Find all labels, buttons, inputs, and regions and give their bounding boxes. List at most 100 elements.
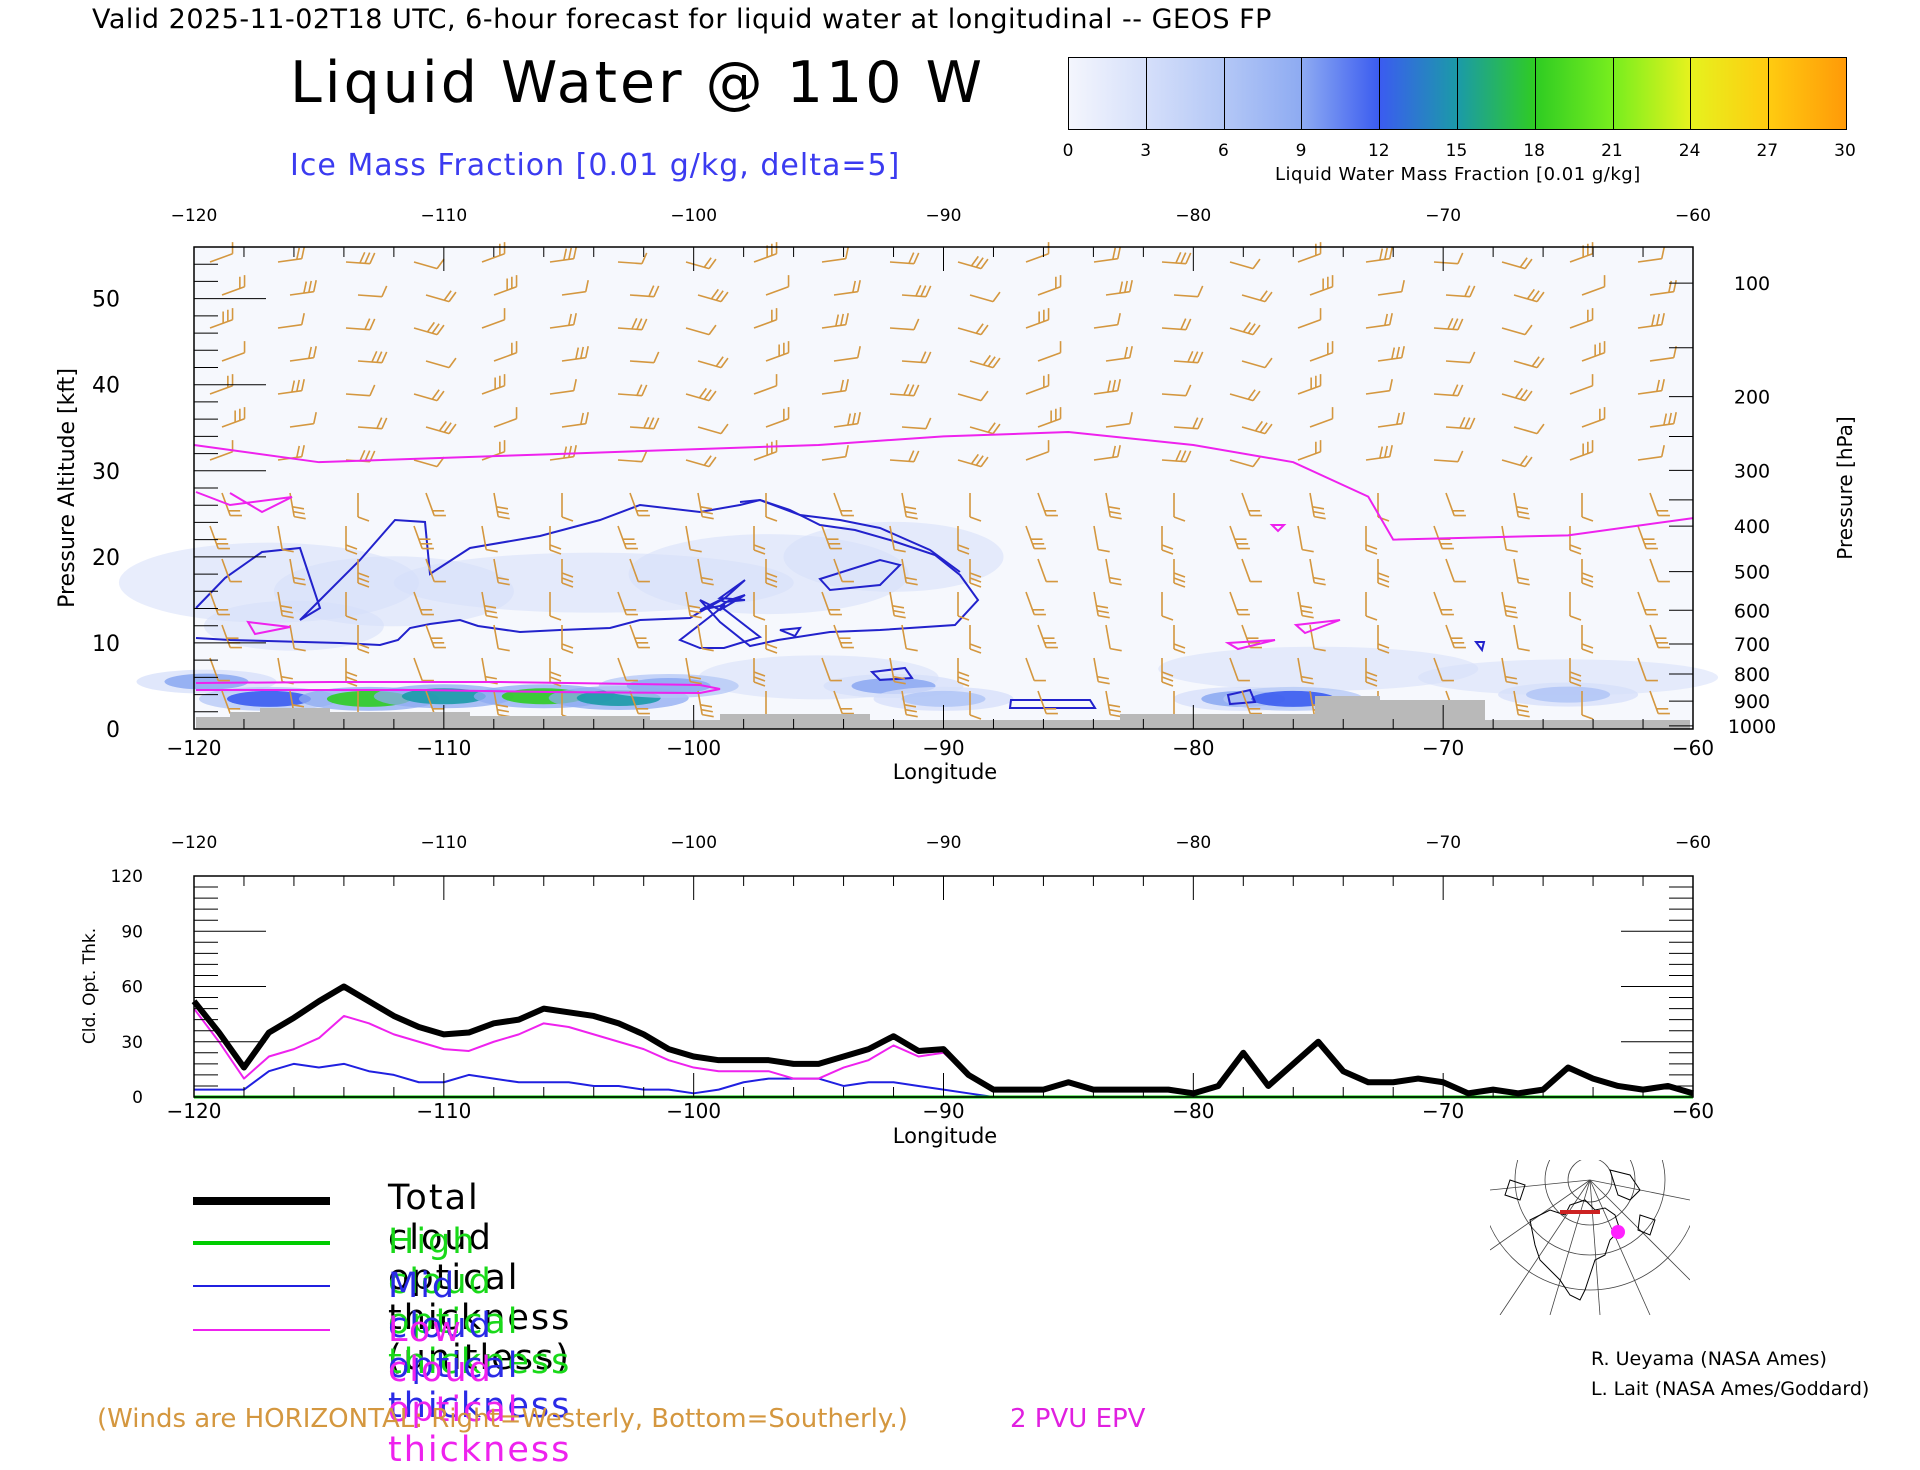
wind-barb <box>617 591 638 616</box>
wind-barb <box>1445 492 1466 517</box>
wind-barb <box>629 690 650 715</box>
wind-barb <box>889 591 906 619</box>
wind-barb <box>1365 658 1378 687</box>
wind-barb <box>357 350 388 364</box>
colorbar <box>1068 57 1847 130</box>
wind-barb <box>289 280 317 296</box>
legend-swatch <box>193 1197 330 1205</box>
wind-barb <box>889 383 920 397</box>
wind-barb <box>617 450 648 463</box>
wind-barb <box>1229 456 1261 468</box>
wind-barb <box>617 525 638 550</box>
terrain-fill <box>196 696 1690 729</box>
wind-barb <box>753 658 766 687</box>
colorbar-segment <box>1146 58 1225 129</box>
wind-barb <box>1569 592 1582 621</box>
wind-barb <box>1093 379 1121 395</box>
wind-barb <box>561 412 589 428</box>
epv-contour <box>1293 619 1341 635</box>
wind-barb <box>969 422 1001 435</box>
wind-barb <box>277 379 305 395</box>
wind-barb <box>289 558 306 586</box>
pressure-tick-label: 100 <box>1734 273 1770 295</box>
wind-barb <box>765 407 790 428</box>
pvu-note: 2 PVU EPV <box>1010 1404 1146 1434</box>
wind-barb <box>1377 412 1405 428</box>
wind-barb <box>493 275 518 296</box>
wind-barb <box>685 257 717 270</box>
wind-barb <box>1297 525 1314 553</box>
wind-barb <box>889 657 906 685</box>
wind-barb <box>1637 445 1665 461</box>
axis-labels: −120 −110 −100 −90 −80 −70 −60 −120 −110 −100 −90 −… <box>55 206 1857 1148</box>
liquid-water-cell-core <box>164 673 249 690</box>
wind-barb <box>1365 247 1393 263</box>
chart-canvas: −120 −110 −100 −90 −80 −70 −60 −120 −110 −100 −90 −… <box>55 206 1857 1148</box>
wind-barb <box>1501 591 1518 619</box>
colorbar-segment <box>1535 58 1614 129</box>
wind-barb <box>345 526 358 555</box>
wind-barb <box>209 591 230 616</box>
colorbar-tick-label: 3 <box>1140 141 1152 161</box>
wind-barb <box>685 525 702 553</box>
wind-barb <box>1433 317 1464 331</box>
wind-barb <box>345 592 358 621</box>
wind-barb <box>969 493 982 522</box>
wind-barb <box>1445 285 1476 298</box>
wind-barb <box>833 624 854 649</box>
wind-barb <box>1581 625 1594 654</box>
legend-swatch <box>193 1285 330 1287</box>
wind-barb <box>1365 445 1393 461</box>
epv-contour <box>246 620 291 636</box>
wind-barb <box>357 559 370 588</box>
wind-barb <box>1445 351 1476 364</box>
wind-barb <box>1513 624 1530 652</box>
wind-barb <box>1105 412 1133 428</box>
wind-barb <box>493 341 518 362</box>
wind-barb <box>889 525 906 553</box>
wind-barb <box>289 346 317 362</box>
wind-barb <box>413 389 445 402</box>
wind-barb <box>901 492 918 520</box>
cloud-haze <box>203 600 384 651</box>
wind-barb <box>1037 558 1058 583</box>
wind-barb <box>221 407 246 428</box>
wind-barb <box>1037 624 1058 649</box>
legend-label: Low cloud optical thickness <box>388 1310 572 1470</box>
wind-barb <box>1161 592 1174 621</box>
pressure-tick-label: 700 <box>1734 634 1770 656</box>
wind-barb <box>1649 558 1670 583</box>
wind-barb <box>481 591 498 619</box>
liquid-water-cell-core <box>901 690 986 707</box>
wind-barb <box>629 624 650 649</box>
wind-barb <box>1037 492 1058 517</box>
wind-barb <box>957 255 989 270</box>
top-tick-label: −120 <box>171 833 218 853</box>
wind-barb <box>1501 324 1533 336</box>
location-dot <box>1611 1225 1625 1239</box>
wind-barb <box>1025 525 1046 550</box>
top-tick-label: −60 <box>1675 206 1711 226</box>
wind-barb <box>1637 313 1665 329</box>
liquid-water-heatmap <box>118 247 1719 729</box>
x-tick-label: −100 <box>666 1099 721 1123</box>
wind-barb <box>1297 657 1314 685</box>
epv-contour <box>1269 524 1287 533</box>
wind-barb <box>277 247 305 263</box>
wind-barb <box>1569 308 1594 329</box>
wind-barb <box>821 445 849 461</box>
pressure-tick-label: 800 <box>1734 664 1770 686</box>
wind-barb <box>221 341 246 362</box>
wind-barb <box>1037 407 1062 428</box>
wind-barb <box>629 416 660 430</box>
winds-note: (Winds are HORIZONTAL: Right=Westerly, B… <box>97 1404 908 1434</box>
y-tick-label: 0 <box>132 1088 143 1108</box>
wind-barb <box>481 525 498 553</box>
colorbar-tick-label: 15 <box>1445 141 1468 161</box>
colorbar-segment <box>1613 58 1692 129</box>
x-tick-label: −110 <box>416 736 471 760</box>
locator-map <box>1490 1160 1690 1315</box>
wind-barb <box>833 492 854 517</box>
ice-contour <box>779 626 802 638</box>
wind-barb <box>901 558 918 586</box>
